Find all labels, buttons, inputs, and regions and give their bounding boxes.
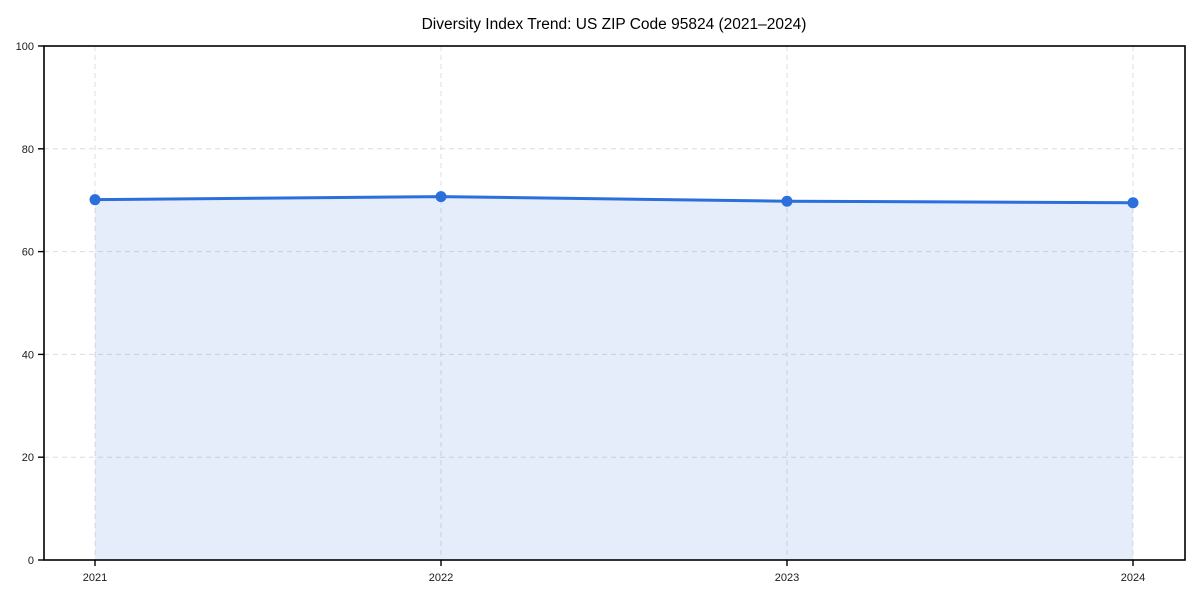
x-tick-label: 2022 — [429, 572, 453, 584]
data-point-2021 — [89, 194, 101, 206]
data-point-2023 — [781, 195, 793, 207]
y-tick-label: 40 — [22, 349, 34, 361]
y-tick-label: 20 — [22, 452, 34, 464]
x-tick-label: 2023 — [775, 572, 799, 584]
chart-title: Diversity Index Trend: US ZIP Code 95824… — [422, 16, 807, 33]
y-tick-label: 100 — [16, 41, 34, 53]
series-layer — [89, 191, 1139, 561]
y-tick-label: 80 — [22, 144, 34, 156]
x-tick-label: 2024 — [1121, 572, 1145, 584]
data-point-2024 — [1127, 197, 1139, 209]
trend-line — [93, 195, 1135, 205]
y-tick-label: 60 — [22, 247, 34, 259]
data-point-2022 — [435, 191, 447, 203]
y-tick-label: 0 — [28, 555, 34, 567]
area-fill — [95, 196, 1133, 561]
x-tick-label: 2021 — [83, 572, 107, 584]
axes-layer: 0 20 40 60 80 100 2021 2022 2023 2024 — [16, 41, 1186, 584]
plot-border — [43, 45, 1186, 561]
